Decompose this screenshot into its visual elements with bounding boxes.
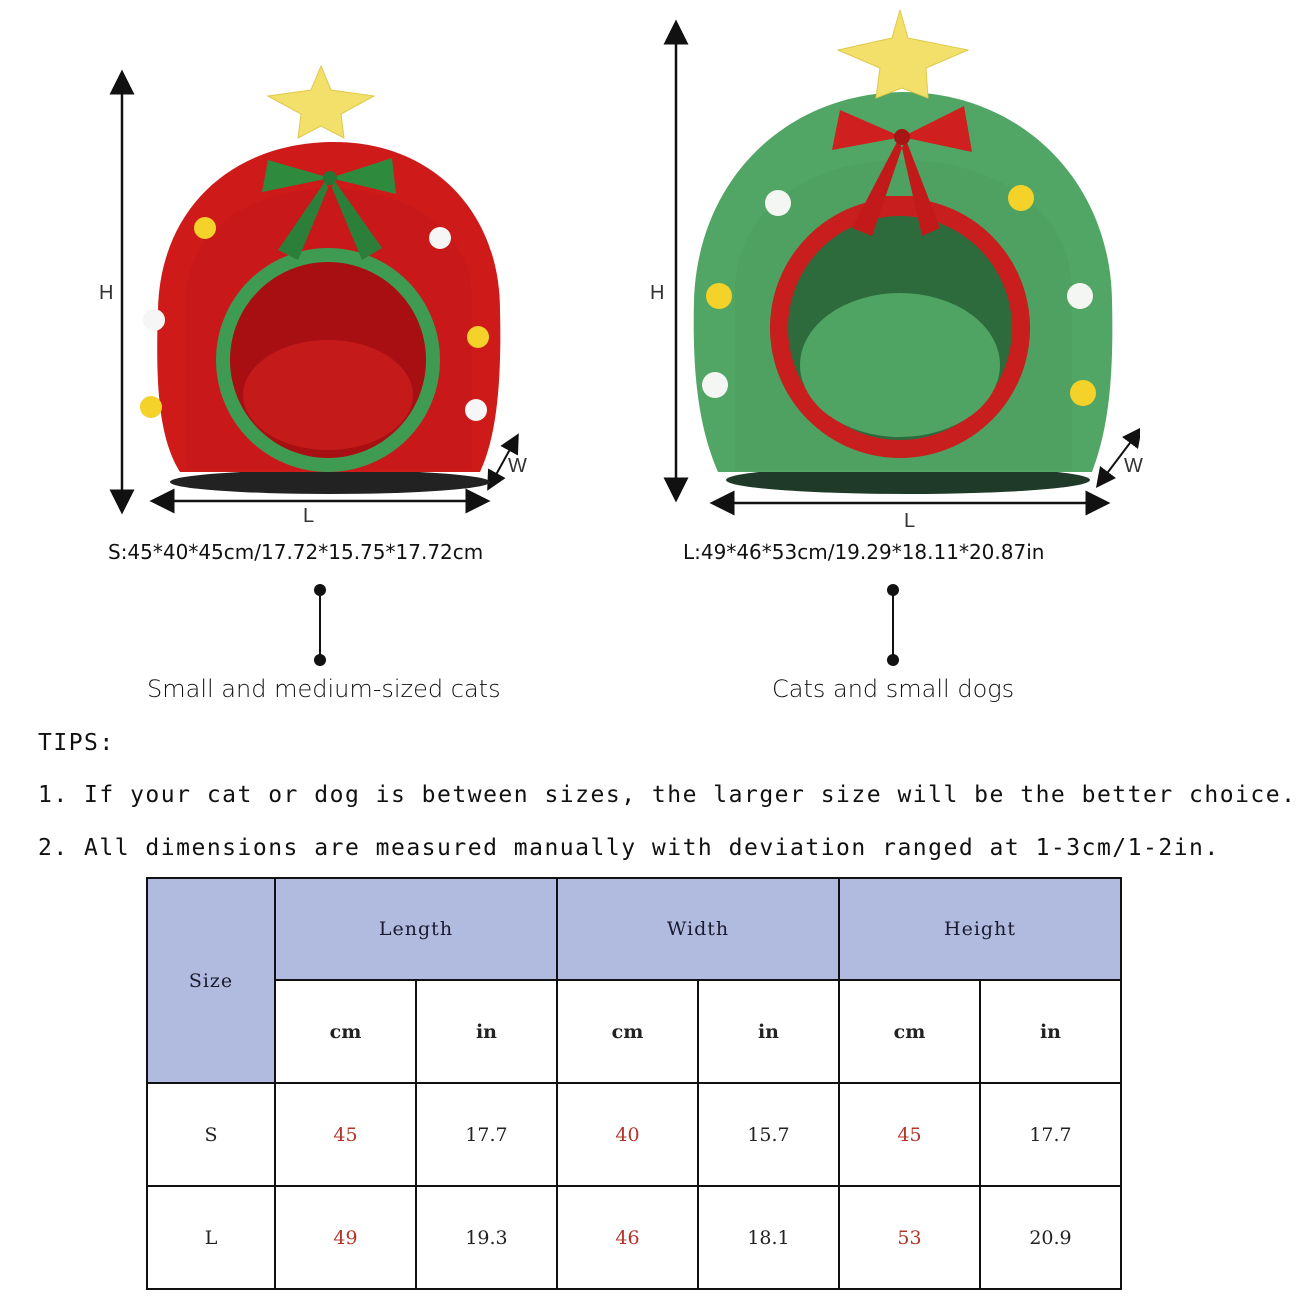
width-cm-cell: 46 <box>556 1185 699 1290</box>
size-cell: L <box>146 1185 276 1290</box>
tip-item-2: 2. All dimensions are measured manually … <box>38 835 1220 861</box>
height-cm-cell: 45 <box>838 1082 981 1187</box>
suitable-for-large: Cats and small dogs <box>772 675 1015 703</box>
size-header: Size <box>146 877 276 1084</box>
length-cm-cell: 49 <box>274 1185 417 1290</box>
unit-header-in: in <box>415 979 558 1084</box>
red-cat-house-illustration <box>109 64 519 515</box>
product-image-small-red <box>100 60 560 530</box>
height-label: H <box>99 282 114 304</box>
length-label: L <box>904 510 916 532</box>
tip-item-1: 1. If your cat or dog is between sizes, … <box>38 782 1297 808</box>
size-cell: S <box>146 1082 276 1187</box>
product-image-large-green <box>640 8 1143 535</box>
unit-header-in: in <box>697 979 840 1084</box>
unit-header-cm: cm <box>274 979 417 1084</box>
size-chart-table: Size Length Width Height cm in cm in cm … <box>146 877 1122 1290</box>
connector-small-icon <box>314 584 326 666</box>
table-row: L 49 19.3 46 18.1 53 20.9 <box>146 1185 1122 1290</box>
height-header: Height <box>838 877 1122 981</box>
unit-header-cm: cm <box>556 979 699 1084</box>
unit-header-in: in <box>979 979 1122 1084</box>
green-cat-house-illustration <box>663 8 1143 516</box>
width-in-cell: 18.1 <box>697 1185 840 1290</box>
height-in-cell: 17.7 <box>979 1082 1122 1187</box>
length-cm-cell: 45 <box>274 1082 417 1187</box>
height-cm-cell: 53 <box>838 1185 981 1290</box>
width-header: Width <box>556 877 840 981</box>
tips-title: TIPS: <box>38 730 115 756</box>
unit-header-cm: cm <box>838 979 981 1084</box>
spec-large: L:49*46*53cm/19.29*18.11*20.87in <box>683 540 1045 564</box>
length-in-cell: 17.7 <box>415 1082 558 1187</box>
width-arrow-icon <box>1095 427 1143 488</box>
suitable-for-small: Small and medium-sized cats <box>147 675 501 703</box>
width-in-cell: 15.7 <box>697 1082 840 1187</box>
length-header: Length <box>274 877 558 981</box>
width-label: W <box>1124 455 1143 477</box>
width-cm-cell: 40 <box>556 1082 699 1187</box>
width-label: W <box>508 455 527 477</box>
length-in-cell: 19.3 <box>415 1185 558 1290</box>
length-label: L <box>303 505 315 527</box>
height-label: H <box>650 282 665 304</box>
connector-large-icon <box>887 584 899 666</box>
table-row: S 45 17.7 40 15.7 45 17.7 <box>146 1082 1122 1187</box>
width-arrow-icon <box>487 433 519 491</box>
spec-small: S:45*40*45cm/17.72*15.75*17.72cm <box>108 540 484 564</box>
height-in-cell: 20.9 <box>979 1185 1122 1290</box>
